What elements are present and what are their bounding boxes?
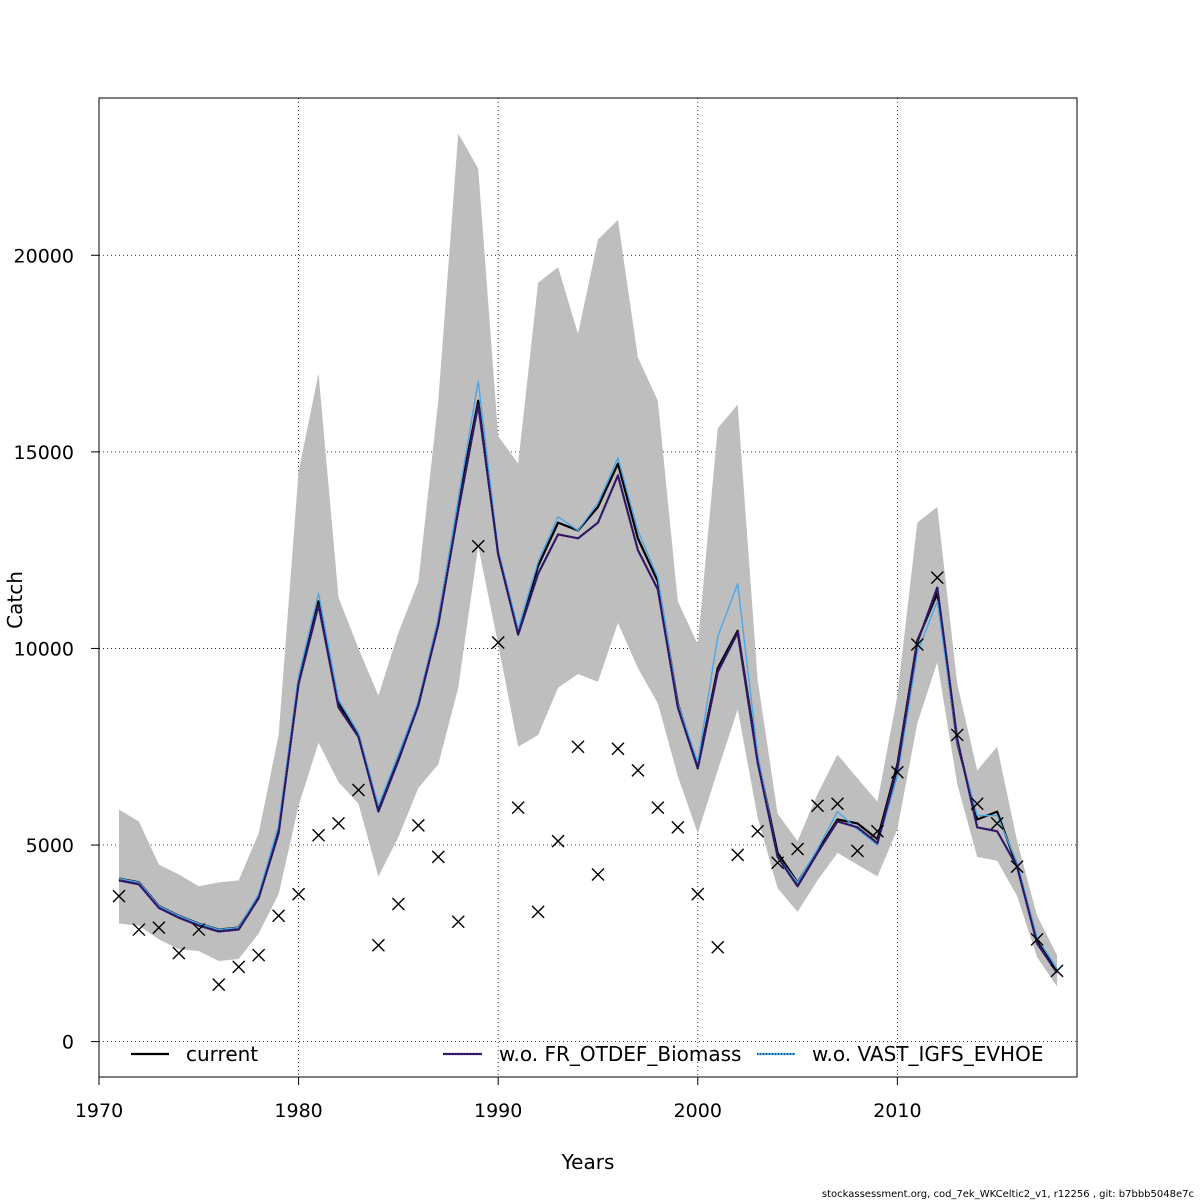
observation-point: [1050, 964, 1064, 978]
observation-point: [411, 818, 425, 832]
legend: current w.o. FR_OTDEF_Biomass w.o. VAST_IG…: [131, 1042, 1043, 1066]
observation-point: [591, 868, 605, 882]
observation-point: [571, 740, 585, 754]
observation-point: [771, 856, 785, 870]
y-tick-label: 15000: [14, 442, 74, 464]
observation-point: [212, 978, 226, 992]
observation-point: [152, 921, 166, 935]
observation-point: [391, 897, 405, 911]
x-tick-label: 1970: [75, 1100, 123, 1122]
observation-point: [1010, 860, 1024, 874]
observation-point: [631, 763, 645, 777]
observation-point: [950, 728, 964, 742]
observation-point: [451, 915, 465, 929]
observation-point: [192, 923, 206, 937]
confidence-band-layer: [118, 133, 1058, 987]
footer-note: stockassessment.org, cod_7ek_WKCeltic2_v…: [822, 1189, 1194, 1200]
observation-point: [351, 783, 365, 797]
legend-item-1: w.o. FR_OTDEF_Biomass: [443, 1042, 741, 1066]
series-layer: [118, 380, 1058, 974]
observation-point: [471, 539, 485, 553]
observation-point: [232, 960, 246, 974]
observation-point: [491, 636, 505, 650]
observation-point: [651, 801, 665, 815]
observation-point: [172, 946, 186, 960]
y-tick-label: 5000: [26, 835, 74, 857]
observation-point: [990, 816, 1004, 830]
observation-point: [870, 824, 884, 838]
series-line-2: [118, 380, 1058, 970]
observation-point: [910, 638, 924, 652]
observation-layer: [112, 539, 1064, 992]
x-tick-label: 1990: [474, 1100, 522, 1122]
x-tick-label: 2000: [674, 1100, 722, 1122]
y-axis-title: Catch: [3, 571, 27, 629]
observation-point: [731, 848, 745, 862]
series-line-1-dots: [118, 404, 1058, 974]
observation-point: [611, 742, 625, 756]
y-axis: 0 5000 10000 15000 20000: [14, 245, 99, 1054]
observation-point: [930, 571, 944, 585]
plot-frame: [98, 97, 1078, 1078]
observation-point: [252, 948, 266, 962]
confidence-band: [118, 133, 1058, 987]
observation-point: [332, 816, 346, 830]
observation-point: [531, 905, 545, 919]
observation-point: [791, 842, 805, 856]
observation-point: [811, 799, 825, 813]
observation-point: [691, 887, 705, 901]
legend-item-0: current: [131, 1042, 258, 1066]
observation-point: [830, 797, 844, 811]
observation-point: [312, 828, 326, 842]
observation-point: [551, 834, 565, 848]
observation-point: [1030, 932, 1044, 946]
x-axis: 1970 1980 1990 2000 2010: [75, 1077, 922, 1122]
observation-point: [970, 797, 984, 811]
observation-point: [371, 938, 385, 952]
y-tick-label: 0: [62, 1032, 74, 1054]
observation-point: [431, 850, 445, 864]
observation-point: [751, 824, 765, 838]
observation-point: [112, 889, 126, 903]
y-tick-label: 20000: [14, 245, 74, 267]
observation-point: [272, 909, 286, 923]
observation-point: [292, 887, 306, 901]
observation-point: [132, 923, 146, 937]
observation-point: [671, 820, 685, 834]
y-tick-label: 10000: [14, 638, 74, 660]
x-tick-label: 2010: [873, 1100, 921, 1122]
observation-point: [711, 940, 725, 954]
observation-point: [890, 765, 904, 779]
legend-item-2: w.o. VAST_IGFS_EVHOE: [757, 1042, 1043, 1066]
x-tick-label: 1980: [274, 1100, 322, 1122]
legend-label: current: [186, 1042, 258, 1066]
legend-label: w.o. FR_OTDEF_Biomass: [499, 1042, 741, 1066]
x-axis-title: Years: [561, 1150, 615, 1174]
observation-point: [511, 801, 525, 815]
legend-label: w.o. VAST_IGFS_EVHOE: [812, 1042, 1043, 1066]
observation-point: [850, 844, 864, 858]
